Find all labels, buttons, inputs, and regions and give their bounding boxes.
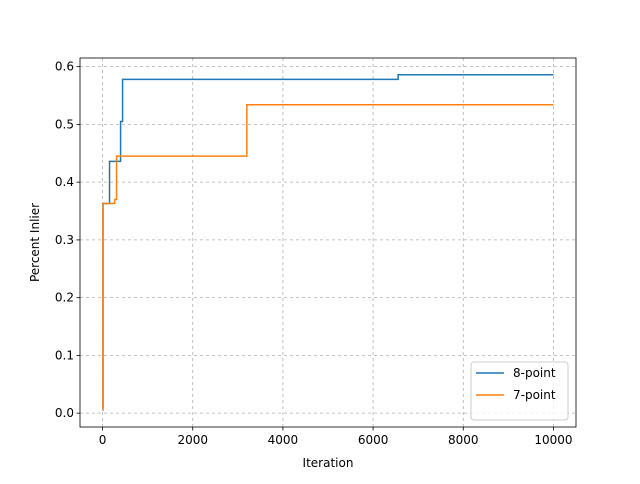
x-tick-label: 8000 [448,433,479,447]
x-tick-label: 10000 [534,433,572,447]
y-tick-label: 0.3 [55,233,74,247]
x-tick-label: 2000 [177,433,208,447]
x-tick-label: 6000 [358,433,389,447]
x-tick-label: 0 [99,433,107,447]
y-tick-label: 0.0 [55,406,74,420]
y-tick-label: 0.1 [55,348,74,362]
x-axis-label: Iteration [303,456,354,470]
y-tick-label: 0.5 [55,117,74,131]
x-tick-label: 4000 [268,433,299,447]
axes-frame [79,57,577,428]
y-tick-label: 0.4 [55,175,74,189]
legend-label: 7-point [513,388,556,402]
y-tick-label: 0.6 [55,60,74,74]
legend-label: 8-point [513,366,556,380]
y-tick-label: 0.2 [55,291,74,305]
y-axis-label: Percent Inlier [28,203,42,282]
series-line [102,104,554,412]
legend-box [470,361,569,421]
